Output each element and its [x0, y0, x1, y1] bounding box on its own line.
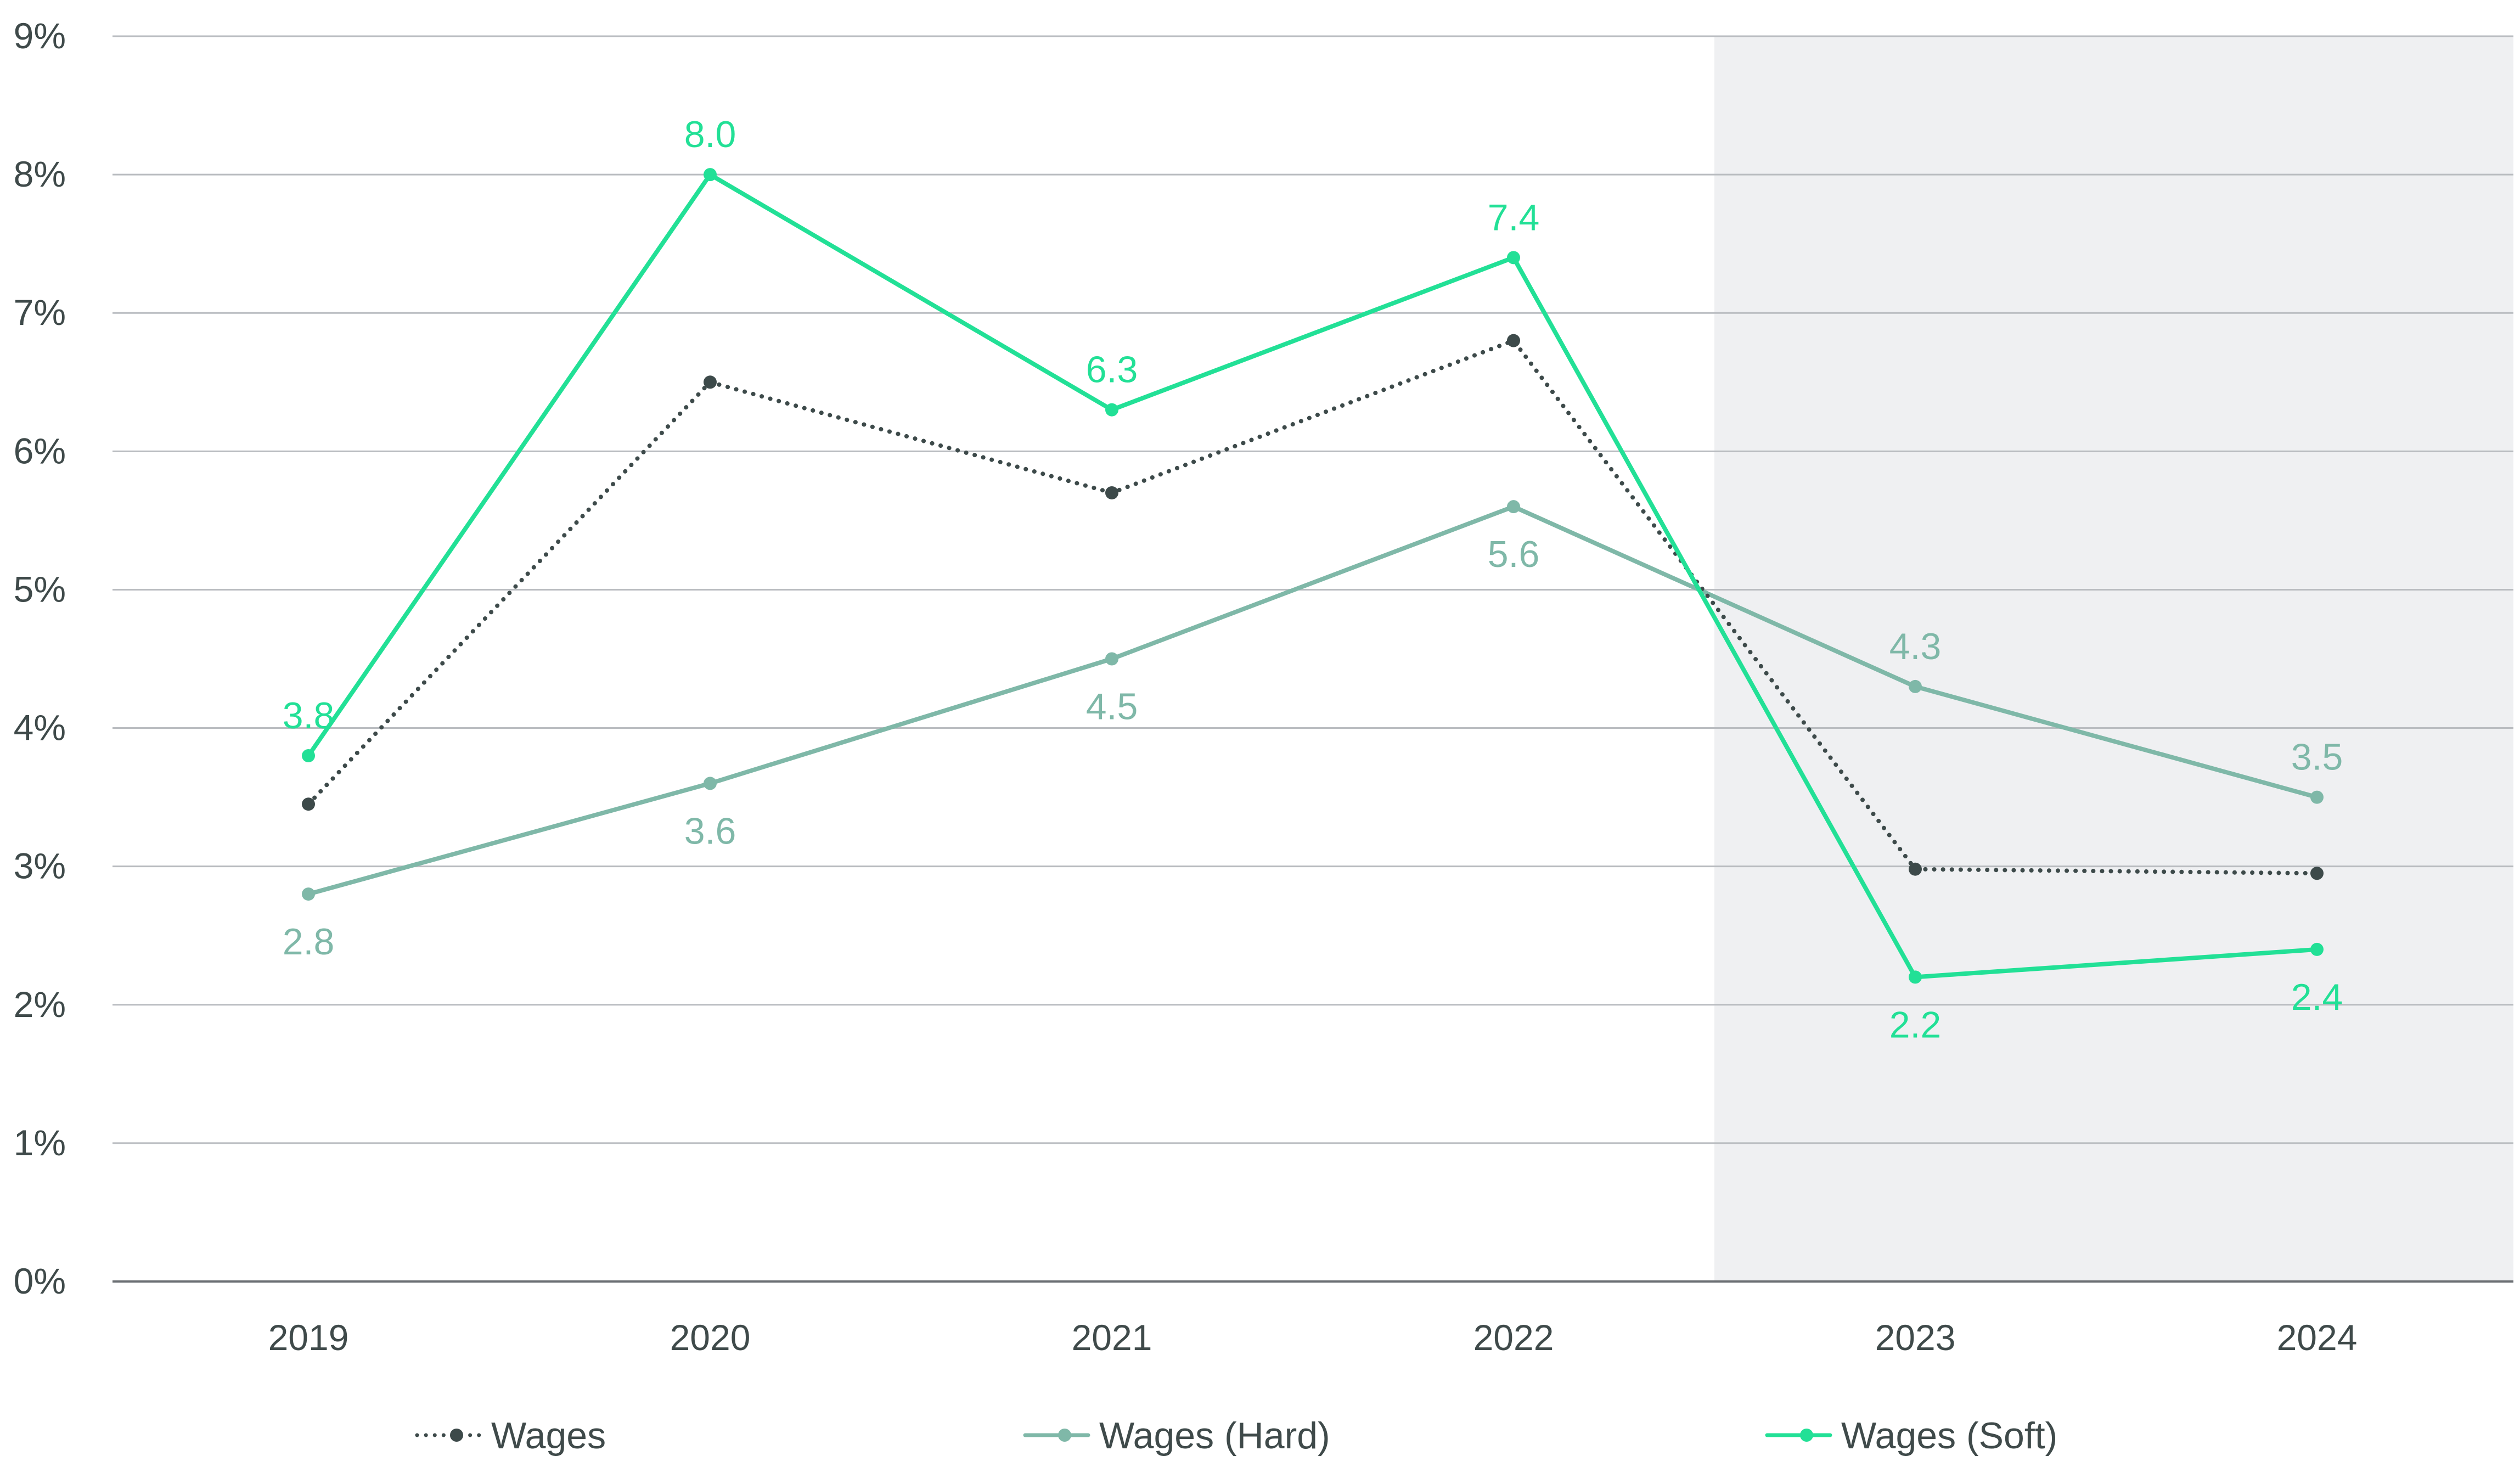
x-tick-label: 2020 — [670, 1317, 751, 1358]
y-axis-ticks: 0% 1% 2% 3% 4% 5% 6% 7% 8% 9% — [14, 15, 66, 1301]
data-point — [1909, 862, 1922, 876]
data-label: 2.4 — [2291, 976, 2343, 1018]
data-point — [704, 777, 717, 790]
data-point — [302, 749, 315, 762]
legend: Wages Wages (Hard) Wages (Soft) — [415, 1415, 2057, 1457]
data-point — [1105, 403, 1118, 417]
series-line — [306, 504, 2319, 897]
data-label: 7.4 — [1488, 196, 1540, 238]
legend-swatch-dot — [450, 1429, 463, 1442]
data-point — [2310, 867, 2324, 880]
legend-label: Wages (Hard) — [1099, 1415, 1330, 1457]
data-label: 5.6 — [1488, 533, 1540, 575]
y-tick-label: 5% — [14, 569, 66, 609]
x-tick-label: 2022 — [1473, 1317, 1554, 1358]
data-point — [302, 797, 315, 811]
legend-label: Wages (Soft) — [1841, 1415, 2057, 1457]
y-tick-label: 0% — [14, 1261, 66, 1301]
series-line — [306, 172, 2319, 980]
data-point — [2310, 790, 2324, 804]
data-label: 3.6 — [684, 810, 736, 852]
data-label: 3.8 — [283, 695, 335, 737]
data-label: 2.8 — [283, 921, 335, 963]
y-tick-label: 6% — [14, 430, 66, 471]
data-point — [1909, 970, 1922, 984]
legend-swatch-dot — [1800, 1429, 1813, 1442]
data-label: 6.3 — [1086, 349, 1138, 391]
data-point — [704, 168, 717, 182]
data-label: 4.5 — [1086, 686, 1138, 728]
data-point — [1909, 679, 1922, 693]
y-tick-label: 2% — [14, 984, 66, 1025]
legend-label: Wages — [491, 1415, 606, 1457]
data-point — [1507, 500, 1520, 514]
x-tick-label: 2023 — [1875, 1317, 1956, 1358]
data-label: 2.2 — [1889, 1004, 1942, 1045]
y-tick-label: 9% — [14, 15, 66, 56]
data-point — [1105, 652, 1118, 666]
x-axis-ticks: 2019 2020 2021 2022 2023 2024 — [268, 1317, 2358, 1358]
legend-swatch-dot — [1058, 1429, 1071, 1442]
data-point — [302, 887, 315, 901]
data-label: 3.5 — [2291, 737, 2343, 778]
data-point — [1507, 334, 1520, 347]
x-tick-label: 2021 — [1072, 1317, 1152, 1358]
gridlines — [113, 35, 2513, 1283]
y-tick-label: 1% — [14, 1122, 66, 1163]
y-tick-label: 8% — [14, 154, 66, 194]
x-tick-label: 2019 — [268, 1317, 349, 1358]
data-point — [2310, 942, 2324, 956]
series-line — [306, 338, 2319, 876]
data-point — [1105, 486, 1118, 499]
y-tick-label: 3% — [14, 846, 66, 886]
shaded-region — [1714, 36, 2513, 1281]
data-point — [1507, 251, 1520, 265]
x-tick-label: 2024 — [2277, 1317, 2358, 1358]
forecast-shaded-region — [1714, 36, 2513, 1281]
data-label: 8.0 — [684, 114, 736, 155]
y-tick-label: 7% — [14, 292, 66, 333]
data-point — [704, 375, 717, 389]
data-labels: 2.8 3.6 4.5 5.6 4.3 3.5 3.8 8.0 6.3 7.4 2.2 2.4 — [283, 114, 2343, 1045]
series-lines — [302, 168, 2324, 984]
y-tick-label: 4% — [14, 707, 66, 748]
data-label: 4.3 — [1889, 626, 1942, 667]
